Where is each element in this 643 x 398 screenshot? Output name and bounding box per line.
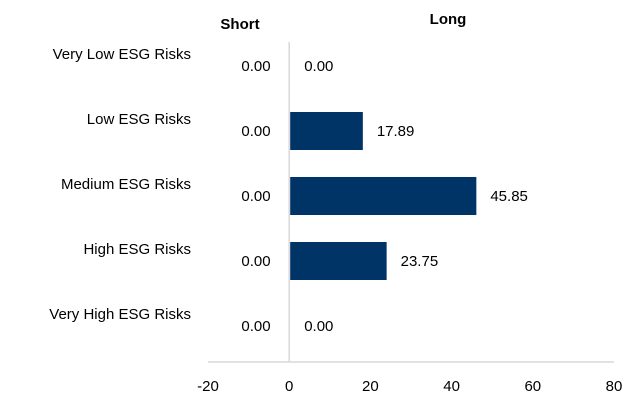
x-tick-label: 20 [362,378,379,395]
axis-group [208,42,614,363]
category-label: High ESG Risks [83,241,191,258]
x-tick-label: 40 [443,378,460,395]
short-value-label: 0.00 [241,188,270,205]
column-header-long: Long [430,11,467,28]
bars-group [290,112,477,280]
long-value-label: 0.00 [304,318,333,335]
short-value-label: 0.00 [241,253,270,270]
long-value-label: 0.00 [304,58,333,75]
short-value-label: 0.00 [241,123,270,140]
category-label: Medium ESG Risks [61,176,191,193]
category-label: Very Low ESG Risks [53,46,191,63]
long-value-label: 45.85 [490,188,528,205]
short-value-label: 0.00 [241,318,270,335]
long-value-label: 23.75 [401,253,439,270]
short-value-label: 0.00 [241,58,270,75]
long-bar [290,112,363,150]
long-bar [290,242,387,280]
x-tick-label: -20 [197,378,219,395]
x-tick-label: 80 [606,378,623,395]
long-bar [290,177,477,215]
x-tick-label: 0 [285,378,293,395]
column-header-short: Short [220,16,259,33]
long-value-label: 17.89 [377,123,415,140]
category-label: Low ESG Risks [87,111,191,128]
category-label: Very High ESG Risks [49,306,191,323]
labels-group: -20 0 20 40 60 80 Very Low ESG Risks 0.00 0.00 Lo… [49,46,622,395]
x-tick-label: 60 [524,378,541,395]
